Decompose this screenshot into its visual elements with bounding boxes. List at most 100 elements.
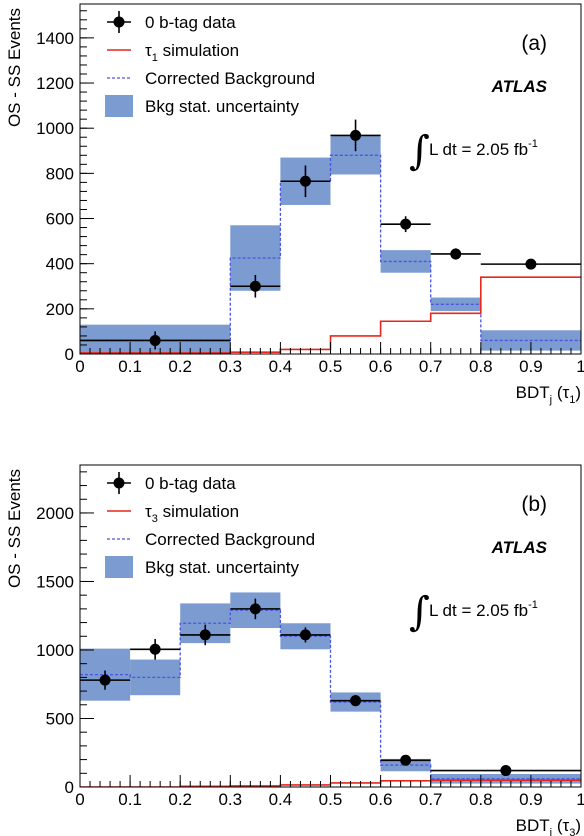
lumi-exponent: -1 — [528, 138, 538, 150]
y-tick-label: 500 — [46, 709, 74, 728]
data-point — [280, 627, 331, 643]
x-tick-label: 0.1 — [118, 357, 142, 376]
chart-panel-b: 0 0.1 0.2 0.3 0.4 0.5 0.6 0.7 0.8 0.9 1 0 500 1000 150… — [5, 464, 584, 836]
x-tick-label: 0.6 — [369, 357, 393, 376]
x-axis-title-arg: (τ — [552, 383, 569, 402]
data-point — [430, 765, 581, 777]
legend-unc-label: Bkg stat. uncertainty — [145, 97, 300, 116]
x-tick-label: 0.5 — [319, 790, 343, 809]
simulation-line — [80, 276, 581, 354]
legend-data-marker — [113, 477, 125, 489]
data-marker — [299, 629, 311, 641]
data-marker — [525, 258, 537, 270]
uncertainty-band — [430, 773, 581, 784]
legend-data-label: 0 b-tag data — [145, 13, 236, 32]
data-marker — [350, 695, 362, 707]
lumi-main: L dt = 2.05 fb — [429, 601, 528, 620]
data-point — [380, 754, 431, 766]
legend-sim-suffix: simulation — [158, 502, 239, 521]
y-tick-label: 400 — [46, 255, 74, 274]
x-tick-label: 0.1 — [118, 790, 142, 809]
x-tick-label: 0.4 — [269, 357, 293, 376]
legend-sim-sub: 1 — [152, 52, 158, 64]
y-tick-label: 200 — [46, 300, 74, 319]
data-point — [130, 639, 181, 660]
integral-symbol: ∫ — [409, 128, 430, 174]
axes: 0 0.1 0.2 0.3 0.4 0.5 0.6 0.7 0.8 0.9 1 0 200 400 600 8… — [36, 10, 584, 376]
y-axis-title: OS - SS Events — [5, 469, 24, 588]
panel-label: (a) — [521, 32, 547, 55]
y-axis-title: OS - SS Events — [5, 8, 24, 127]
data-point — [230, 274, 281, 298]
atlas-brand: ATLAS — [491, 538, 548, 557]
x-tick-label: 0.7 — [419, 357, 443, 376]
y-tick-label: 0 — [65, 778, 74, 797]
lumi-exponent: -1 — [528, 599, 538, 611]
legend: 0 b-tag data τ1 simulation Corrected Backg… — [105, 11, 315, 117]
data-marker — [199, 629, 211, 641]
data-marker — [149, 334, 161, 346]
x-axis-title: BDTj (τ3) — [516, 816, 581, 836]
x-tick-label: 0.5 — [319, 357, 343, 376]
y-tick-label: 2000 — [36, 504, 74, 523]
legend-sim-label: τ1 simulation — [145, 41, 239, 64]
x-tick-label: 0.4 — [269, 790, 293, 809]
legend-unc-label: Bkg stat. uncertainty — [145, 558, 300, 577]
legend-sim-prefix: τ — [145, 41, 152, 60]
background-line — [80, 154, 581, 342]
x-axis-title-sub: j — [549, 394, 552, 406]
data-marker — [350, 129, 362, 141]
panel-label: (b) — [521, 493, 547, 516]
data-marker — [249, 603, 261, 615]
x-tick-label: 0 — [75, 790, 84, 809]
x-tick-label: 0.2 — [168, 790, 192, 809]
x-tick-label: 0.9 — [519, 790, 543, 809]
x-axis-title-main: BDT — [516, 816, 550, 835]
y-tick-label: 1500 — [36, 572, 74, 591]
x-axis-title-close: ) — [575, 816, 581, 835]
x-tick-label: 0.9 — [519, 357, 543, 376]
x-tick-label: 0.3 — [218, 790, 242, 809]
x-tick-label: 0.8 — [469, 790, 493, 809]
legend-bkg-label: Corrected Background — [145, 530, 315, 549]
data-marker — [400, 754, 412, 766]
plot-area — [80, 592, 581, 787]
lumi-main: L dt = 2.05 fb — [429, 140, 528, 159]
x-axis-title-main: BDT — [516, 383, 550, 402]
x-axis-title-arg-sub: 3 — [569, 827, 575, 836]
y-tick-label: 1200 — [36, 74, 74, 93]
y-tick-label: 800 — [46, 164, 74, 183]
legend-data-label: 0 b-tag data — [145, 474, 236, 493]
data-point — [430, 248, 481, 260]
axes: 0 0.1 0.2 0.3 0.4 0.5 0.6 0.7 0.8 0.9 1 0 500 1000 150… — [36, 471, 584, 809]
x-axis-title-arg: (τ — [552, 816, 569, 835]
atlas-brand: ATLAS — [491, 77, 548, 96]
chart-panel-a: 0 0.1 0.2 0.3 0.4 0.5 0.6 0.7 0.8 0.9 1 0 200 400 600 8… — [5, 3, 584, 406]
data-marker — [249, 280, 261, 292]
data-marker — [149, 643, 161, 655]
x-tick-label: 1 — [576, 790, 584, 809]
data-marker — [450, 248, 462, 260]
data-marker — [500, 765, 512, 777]
data-point — [230, 598, 281, 620]
legend-sim-suffix: simulation — [158, 41, 239, 60]
x-tick-label: 1 — [576, 357, 584, 376]
integral-symbol: ∫ — [409, 589, 430, 635]
x-tick-label: 0.7 — [419, 790, 443, 809]
data-point — [80, 670, 131, 690]
data-point — [380, 216, 431, 233]
legend-unc-swatch — [105, 556, 133, 578]
legend-unc-swatch — [105, 95, 133, 117]
legend-sim-prefix: τ — [145, 502, 152, 521]
x-tick-label: 0.2 — [168, 357, 192, 376]
y-tick-label: 0 — [65, 345, 74, 364]
data-point — [480, 258, 581, 270]
x-axis-title-arg-sub: 1 — [569, 394, 575, 406]
x-tick-label: 0.3 — [218, 357, 242, 376]
data-marker — [400, 218, 412, 230]
plot-area — [80, 119, 581, 354]
lumi-text: L dt = 2.05 fb-1 — [429, 599, 538, 620]
legend-data-marker — [113, 16, 125, 28]
x-axis-title-close: ) — [575, 383, 581, 402]
legend: 0 b-tag data τ3 simulation Corrected Backg… — [105, 472, 315, 578]
